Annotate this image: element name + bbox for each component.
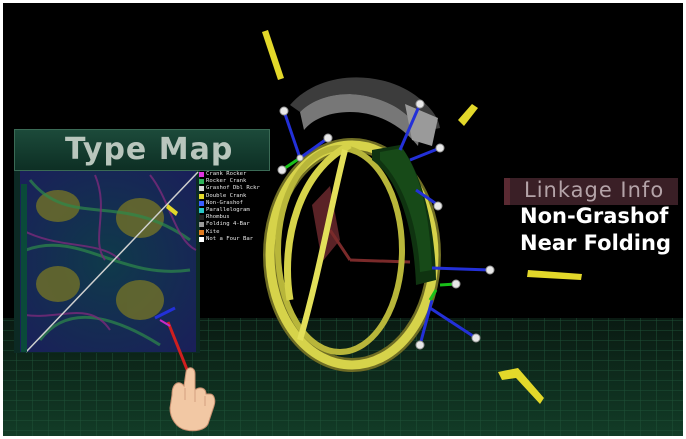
legend-label: Grashof Dbl Rckr [206,185,260,192]
legend-item: Not a Four Bar [199,236,271,243]
legend-item: Kite [199,229,271,236]
legend-item: Rhombus [199,214,271,221]
legend-swatch [199,237,204,242]
legend-swatch [199,172,204,177]
legend-item: Crank Rocker [199,171,271,178]
legend-label: Folding 4-Bar [206,221,250,228]
legend-label: Rhombus [206,214,230,221]
legend-item: Rocker Crank [199,178,271,185]
linkage-info-panel: Linkage Info Non-Grashof Near Folding [504,178,678,264]
type-map-legend: Crank Rocker Rocker Crank Grashof Dbl Rckr… [199,171,271,243]
legend-swatch [199,179,204,184]
legend-item: Non-Grashof [199,200,271,207]
legend-label: Rocker Crank [206,178,246,185]
legend-swatch [199,201,204,206]
legend-swatch [199,215,204,220]
legend-swatch [199,230,204,235]
legend-label: Kite [206,229,219,236]
legend-item: Double Crank [199,193,271,200]
legend-label: Double Crank [206,193,246,200]
type-map-title: Type Map [65,132,233,167]
legend-item: Parallelogram [199,207,271,214]
legend-swatch [199,222,204,227]
legend-label: Non-Grashof [206,200,243,207]
type-map-header: Type Map [14,129,270,171]
legend-swatch [199,186,204,191]
type-map-plot [14,170,200,353]
legend-label: Parallelogram [206,207,250,214]
linkage-info-title: Linkage Info [524,178,664,202]
linkage-type-text: Non-Grashof [520,204,668,228]
legend-item: Grashof Dbl Rckr [199,185,271,192]
legend-label: Crank Rocker [206,171,246,178]
legend-swatch [199,208,204,213]
legend-swatch [199,194,204,199]
legend-item: Folding 4-Bar [199,221,271,228]
linkage-info-header: Linkage Info [504,178,678,205]
linkage-state-text: Near Folding [520,231,671,255]
legend-label: Not a Four Bar [206,236,253,243]
